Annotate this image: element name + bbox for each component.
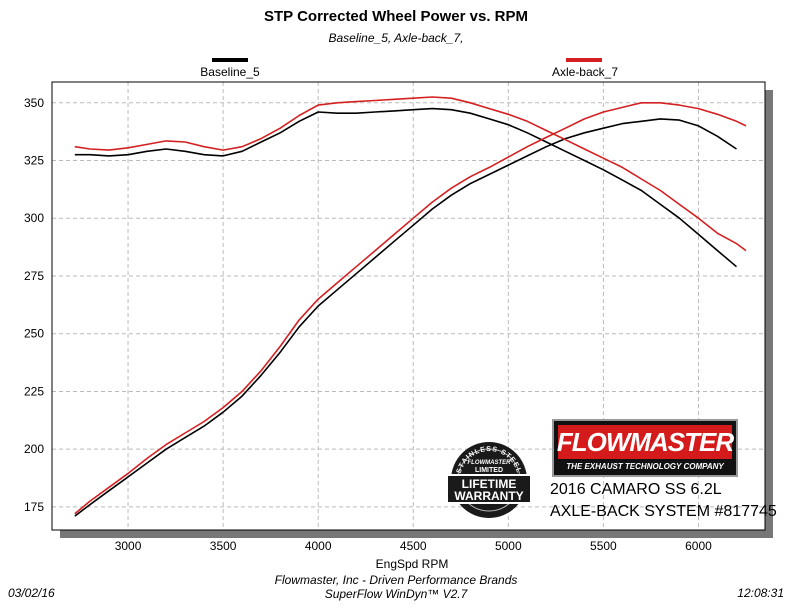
plot-frame [51, 81, 766, 531]
car-model-text: 2016 CAMARO SS 6.2L [550, 481, 722, 498]
legend-label-baseline: Baseline_5 [200, 65, 260, 79]
warranty-line2-text: WARRANTY [454, 489, 523, 503]
flowmaster-logo-text: FLOWMASTER [557, 425, 734, 459]
footer-company: Flowmaster, Inc - Driven Performance Bra… [274, 573, 518, 587]
y-tick-label: 200 [24, 442, 44, 456]
warranty-line1-text: LIFETIME [462, 477, 517, 491]
footer-software: SuperFlow WinDyn™ V2.7 [324, 587, 468, 601]
y-tick-label: 225 [24, 384, 44, 398]
x-tick-label: 5500 [590, 539, 617, 553]
flowmaster-logo: FLOWMASTER THE EXHAUST TECHNOLOGY COMPAN… [552, 419, 738, 477]
y-tick-label: 275 [24, 269, 44, 283]
legend-label-axleback: Axle-back_7 [551, 65, 619, 79]
y-tick-label: 175 [24, 500, 44, 514]
x-tick-label: 4500 [400, 539, 427, 553]
legend-swatch-axleback [566, 58, 602, 62]
lifetime-warranty-badge: STAINLESS STEEL FLOWMASTER LIMITED LIFET… [446, 440, 532, 520]
y-tick-label: 250 [24, 327, 44, 341]
series-line-axle-back-7-torque [74, 102, 747, 515]
x-axis-title: EngSpd RPM [376, 557, 449, 571]
legend-swatch-baseline [212, 58, 248, 62]
footer-time: 12:08:31 [737, 586, 784, 600]
x-tick-label: 3500 [210, 539, 237, 553]
x-tick-label: 5000 [495, 539, 522, 553]
x-tick-label: 6000 [685, 539, 712, 553]
series-line-baseline-5-torque [74, 118, 737, 517]
warranty-brand-text: FLOWMASTER [468, 460, 512, 466]
x-tick-label: 3000 [115, 539, 142, 553]
y-tick-label: 350 [24, 96, 44, 110]
y-tick-label: 300 [24, 211, 44, 225]
series-line-baseline-5-power [74, 107, 738, 268]
x-tick-label: 4000 [305, 539, 332, 553]
chart-subtitle: Baseline_5, Axle-back_7, [328, 31, 464, 45]
y-tick-label: 325 [24, 154, 44, 168]
flowmaster-logo-tagline: THE EXHAUST TECHNOLOGY COMPANY [566, 462, 724, 471]
system-part-text: AXLE-BACK SYSTEM #817745 [550, 503, 777, 520]
chart-title: STP Corrected Wheel Power vs. RPM [264, 8, 528, 25]
warranty-limited-text: LIMITED [475, 467, 503, 474]
series-line-axle-back-7-power [74, 96, 747, 252]
footer-date: 03/02/16 [8, 586, 55, 600]
